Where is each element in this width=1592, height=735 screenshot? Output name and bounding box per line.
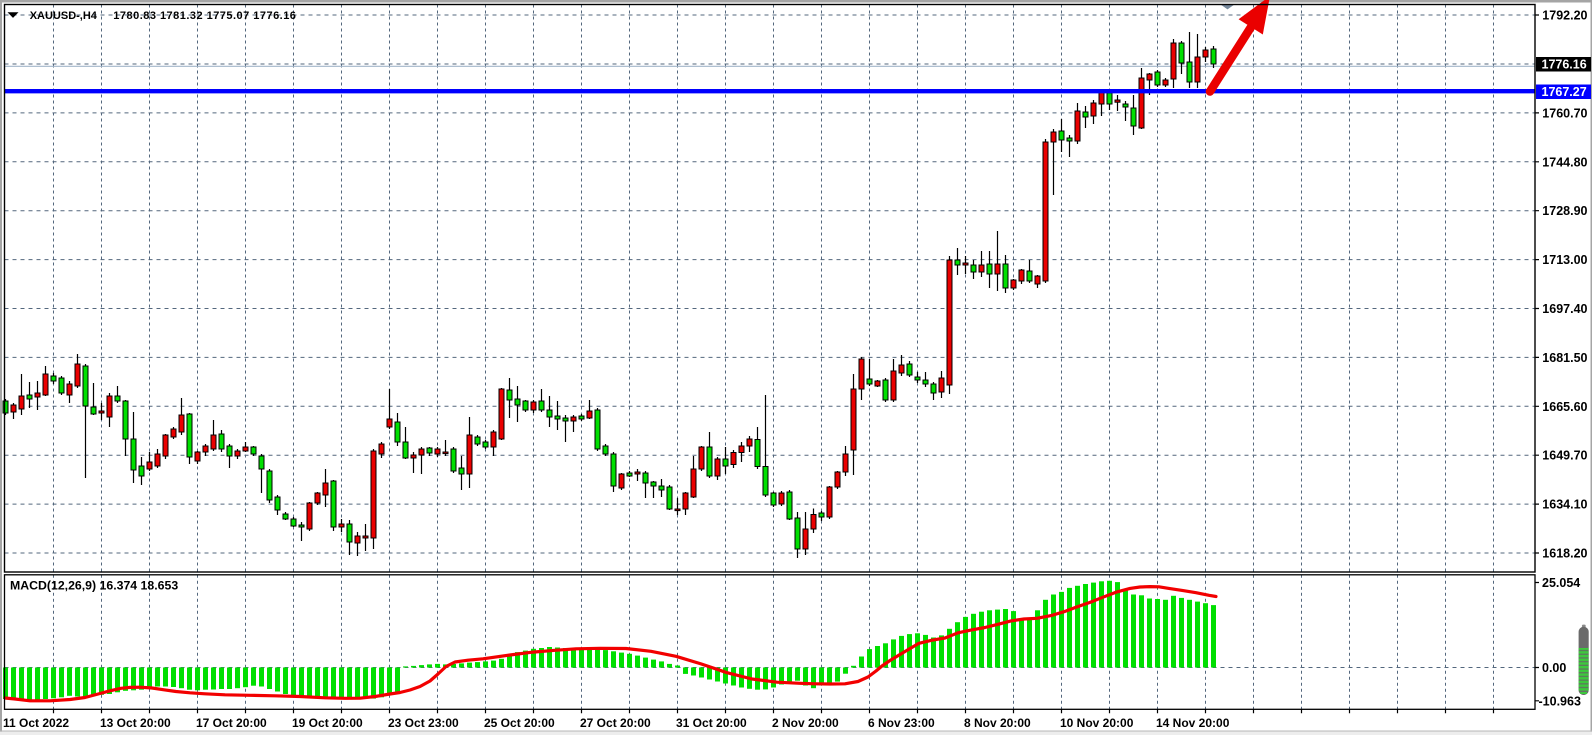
svg-text:23 Oct 23:00: 23 Oct 23:00 — [388, 716, 459, 730]
svg-text:10 Nov 20:00: 10 Nov 20:00 — [1060, 716, 1134, 730]
svg-text:-10.963: -10.963 — [1539, 694, 1581, 708]
svg-text:25.054: 25.054 — [1542, 576, 1580, 590]
svg-text:1792.20: 1792.20 — [1542, 9, 1587, 23]
svg-text:1697.40: 1697.40 — [1542, 302, 1587, 316]
svg-text:19 Oct 20:00: 19 Oct 20:00 — [292, 716, 363, 730]
svg-text:1780.83 1781.32 1775.07 1776.1: 1780.83 1781.32 1775.07 1776.16 — [113, 10, 296, 22]
svg-text:1681.50: 1681.50 — [1542, 351, 1587, 365]
svg-text:1649.70: 1649.70 — [1542, 449, 1587, 463]
svg-text:14 Nov 20:00: 14 Nov 20:00 — [1156, 716, 1230, 730]
svg-text:0.00: 0.00 — [1542, 661, 1566, 675]
svg-text:1744.80: 1744.80 — [1542, 155, 1587, 169]
svg-text:1713.00: 1713.00 — [1542, 253, 1587, 267]
svg-text:1760.70: 1760.70 — [1542, 106, 1587, 120]
svg-text:27 Oct 20:00: 27 Oct 20:00 — [580, 716, 651, 730]
svg-text:1767.27: 1767.27 — [1542, 85, 1587, 99]
svg-text:8 Nov 20:00: 8 Nov 20:00 — [964, 716, 1031, 730]
svg-text:6 Nov 23:00: 6 Nov 23:00 — [868, 716, 935, 730]
svg-text:13 Oct 20:00: 13 Oct 20:00 — [100, 716, 171, 730]
svg-text:25 Oct 20:00: 25 Oct 20:00 — [484, 716, 555, 730]
svg-text:1665.60: 1665.60 — [1542, 400, 1587, 414]
svg-text:17 Oct 20:00: 17 Oct 20:00 — [196, 716, 267, 730]
svg-text:2 Nov 20:00: 2 Nov 20:00 — [772, 716, 839, 730]
svg-text:1728.90: 1728.90 — [1542, 204, 1587, 218]
svg-text:11 Oct 2022: 11 Oct 2022 — [3, 716, 69, 730]
svg-text:1776.16: 1776.16 — [1542, 58, 1587, 72]
svg-text:MACD(12,26,9) 16.374 18.653: MACD(12,26,9) 16.374 18.653 — [10, 579, 178, 593]
svg-text:XAUUSD-,H4: XAUUSD-,H4 — [30, 10, 98, 22]
svg-text:1618.20: 1618.20 — [1542, 547, 1587, 561]
svg-text:31 Oct 20:00: 31 Oct 20:00 — [676, 716, 747, 730]
svg-text:1634.10: 1634.10 — [1542, 498, 1587, 512]
